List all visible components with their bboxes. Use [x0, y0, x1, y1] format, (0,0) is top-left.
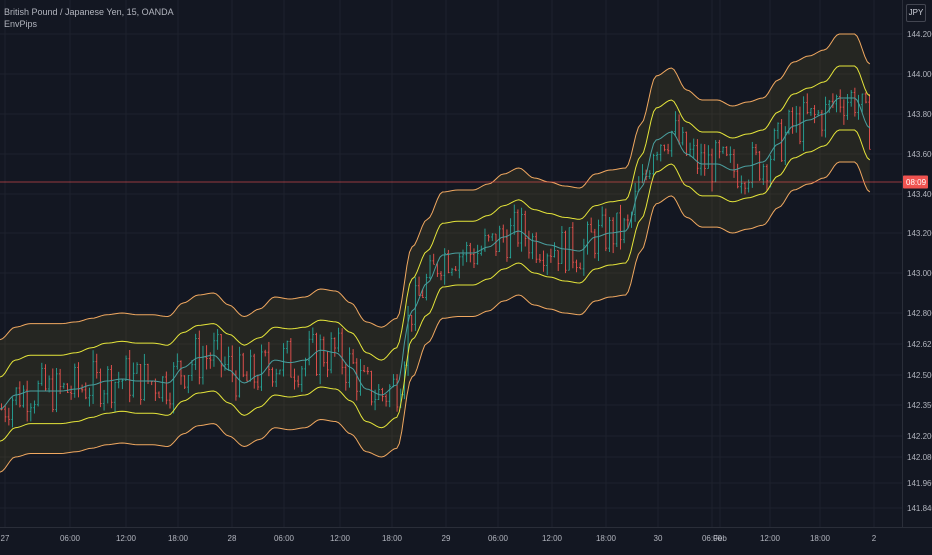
- band-line-basis: [0, 97, 871, 410]
- y-tick-label: 144.200: [907, 30, 932, 39]
- y-axis[interactable]: 144.200 144.000 143.800 143.600 143.400 143.2…: [907, 30, 932, 513]
- x-tick-label: 30: [654, 534, 663, 543]
- x-tick-label: 06:00: [60, 534, 81, 543]
- x-axis[interactable]: 27 06:00 12:00 18:00 28 06:00 12:00 18:00 29 06:0…: [1, 534, 877, 543]
- y-tick-label: 142.625: [907, 340, 932, 349]
- y-tick-label: 143.600: [907, 150, 932, 159]
- currency-button[interactable]: JPY: [906, 4, 926, 22]
- y-tick-label: 142.800: [907, 309, 932, 318]
- y-tick-label: 143.200: [907, 229, 932, 238]
- y-tick-label: 141.840: [907, 504, 932, 513]
- y-tick-label: 143.000: [907, 269, 932, 278]
- x-tick-label: 06:00: [702, 534, 723, 543]
- band-line-lower-outer-band: [0, 161, 871, 473]
- symbol-title[interactable]: British Pound / Japanese Yen, 15, OANDA: [4, 7, 174, 17]
- x-tick-label: Feb: [713, 534, 727, 543]
- last-price-text: 08:09: [906, 178, 927, 187]
- x-tick-label: 27: [1, 534, 10, 543]
- x-tick-label: 12:00: [330, 534, 351, 543]
- band-line-upper-inner-band: [0, 65, 871, 378]
- band-fill: [0, 34, 870, 473]
- y-tick-label: 142.200: [907, 432, 932, 441]
- x-tick-label: 28: [228, 534, 237, 543]
- grid: [0, 0, 902, 527]
- x-tick-label: 29: [442, 534, 451, 543]
- indicator-name[interactable]: EnvPips: [4, 19, 38, 29]
- y-tick-label: 142.350: [907, 401, 932, 410]
- x-tick-label: 18:00: [168, 534, 189, 543]
- band-line-lower-inner-band: [0, 129, 871, 442]
- x-tick-label: 2: [872, 534, 877, 543]
- x-tick-label: 06:00: [274, 534, 295, 543]
- x-tick-label: 18:00: [810, 534, 831, 543]
- x-tick-label: 18:00: [596, 534, 617, 543]
- x-tick-label: 12:00: [116, 534, 137, 543]
- x-tick-label: 12:00: [542, 534, 563, 543]
- bands: [0, 33, 871, 473]
- x-tick-label: 18:00: [382, 534, 403, 543]
- y-tick-label: 143.400: [907, 190, 932, 199]
- last-price-label: 08:09: [903, 175, 928, 189]
- legend: British Pound / Japanese Yen, 15, OANDA …: [4, 6, 174, 30]
- candles: [0, 87, 871, 428]
- last-price-badge: [903, 175, 928, 189]
- envelope-fill: [0, 34, 870, 473]
- y-tick-label: 142.080: [907, 453, 932, 462]
- y-tick-label: 144.000: [907, 70, 932, 79]
- y-tick-label: 141.960: [907, 479, 932, 488]
- y-tick-label: 143.800: [907, 110, 932, 119]
- y-tick-label: 142.500: [907, 371, 932, 380]
- x-tick-label: 12:00: [760, 534, 781, 543]
- x-tick-label: 06:00: [488, 534, 509, 543]
- band-line-upper-outer-band: [0, 33, 871, 341]
